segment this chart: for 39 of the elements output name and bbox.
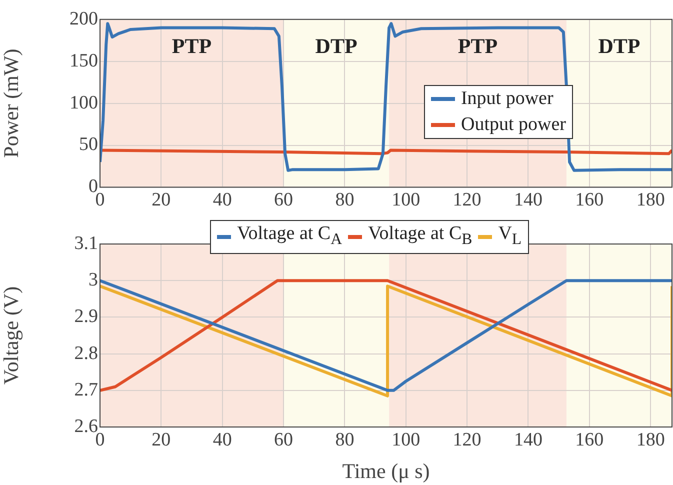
x-tick-label: 20 xyxy=(152,429,171,450)
legend-label: Input power xyxy=(460,87,554,111)
x-tick-label: 120 xyxy=(452,429,482,450)
legend-label: Voltage at C$_{A}$ xyxy=(237,222,342,250)
band-label: DTP xyxy=(315,34,358,58)
y-tick-label: 100 xyxy=(70,92,98,114)
x-tick-label: 140 xyxy=(514,190,542,211)
x-tick-label: 120 xyxy=(452,190,482,211)
x-tick-label: 160 xyxy=(575,429,604,450)
y-axis-title: Power (mW) xyxy=(0,48,24,158)
y-tick-label: 3.1 xyxy=(74,232,98,254)
x-tick-label: 40 xyxy=(212,190,232,211)
x-tick-label: 180 xyxy=(636,190,665,211)
x-tick-label: 80 xyxy=(335,190,354,211)
legend-label: Output power xyxy=(460,113,566,137)
y-tick-label: 2.8 xyxy=(74,342,98,364)
y-tick-label: 2.7 xyxy=(74,379,98,400)
y-tick-label: 150 xyxy=(70,50,98,72)
band-label: PTP xyxy=(172,34,212,58)
x-tick-label: 100 xyxy=(392,190,420,211)
x-tick-label: 140 xyxy=(514,429,542,450)
x-axis-title: Time (μ s) xyxy=(342,458,430,483)
y-tick-label: 3 xyxy=(88,270,98,291)
x-tick-label: 60 xyxy=(274,429,294,450)
x-tick-label: 100 xyxy=(392,429,420,450)
x-tick-label: 20 xyxy=(152,190,171,211)
x-tick-label: 160 xyxy=(575,190,604,211)
legend-label: V$_{L}$ xyxy=(498,222,522,250)
y-tick-label: 50 xyxy=(79,134,98,156)
x-tick-label: 180 xyxy=(636,429,665,450)
legend-label: Voltage at C$_{B}$ xyxy=(368,222,472,250)
x-tick-label: 60 xyxy=(274,190,294,211)
band-label: PTP xyxy=(458,34,498,58)
y-tick-label: 200 xyxy=(70,8,98,30)
y-axis-title: Voltage (V) xyxy=(0,286,24,385)
y-tick-label: 2.9 xyxy=(74,306,98,328)
x-tick-label: 80 xyxy=(335,429,354,450)
x-tick-label: 40 xyxy=(212,429,232,450)
band-label: DTP xyxy=(598,34,640,58)
